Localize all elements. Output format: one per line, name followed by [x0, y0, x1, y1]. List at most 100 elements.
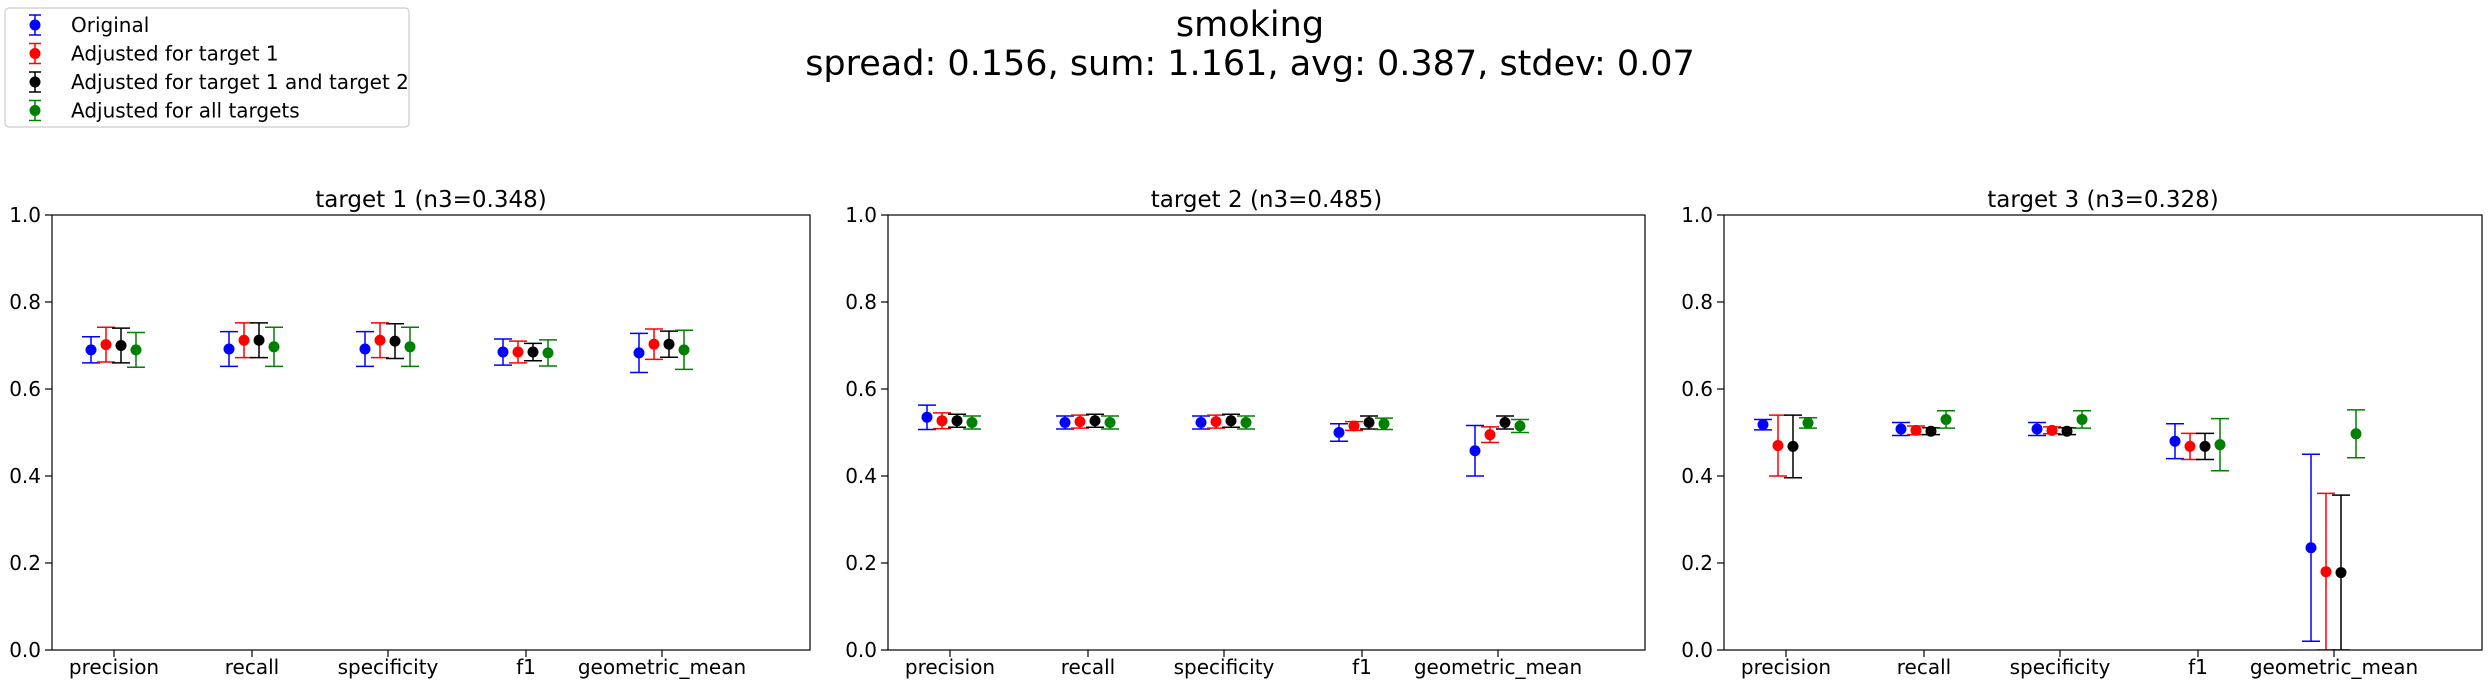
data-point [2031, 423, 2043, 435]
data-point [359, 343, 371, 355]
data-point [1240, 416, 1252, 428]
axes-frame [1723, 214, 2483, 651]
data-point [1074, 416, 1086, 428]
data-point [1363, 416, 1375, 428]
y-tick-label: 0.8 [845, 290, 877, 314]
data-point [648, 338, 660, 350]
data-point [85, 344, 97, 356]
x-tick-label: specificity [1174, 655, 1275, 679]
data-point [1348, 420, 1360, 432]
legend-label: Adjusted for target 1 and target 2 [71, 70, 409, 94]
panel-title: target 2 (n3=0.485) [1151, 187, 1382, 213]
data-point [268, 341, 280, 353]
figure-subtitle: spread: 0.156, sum: 1.161, avg: 0.387, s… [805, 44, 1695, 84]
figure-title: smoking [1176, 5, 1324, 45]
chart-panel-2: target 2 (n3=0.485) 0.0 0.2 0.4 0.6 0.8 1.0 pre… [845, 187, 1646, 679]
legend-label: Original [71, 13, 149, 37]
y-tick-label: 0.4 [1681, 464, 1713, 488]
data-point [1210, 416, 1222, 428]
data-point [633, 347, 645, 359]
data-point [238, 334, 250, 346]
data-point [1802, 417, 1814, 429]
data-point [1925, 425, 1937, 437]
data-point [1940, 413, 1952, 425]
y-tick-label: 0.2 [1681, 551, 1713, 575]
x-tick-label: geometric_mean [578, 655, 746, 679]
y-tick-label: 0.2 [845, 551, 877, 575]
plot-area [82, 322, 693, 374]
y-tick-label: 1.0 [845, 203, 877, 227]
axes-frame [887, 214, 1646, 651]
data-point [966, 416, 978, 428]
y-tick-label: 0.6 [1681, 377, 1713, 401]
plot-area [918, 404, 1529, 477]
y-tick-label: 0.4 [845, 464, 877, 488]
data-point [1333, 427, 1345, 438]
data-point [1225, 415, 1237, 427]
data-point [374, 334, 386, 346]
legend-marker [29, 76, 41, 88]
x-tick-label: geometric_mean [2250, 655, 2418, 679]
y-tick-label: 1.0 [9, 203, 41, 227]
data-point [527, 346, 539, 358]
data-point [2320, 566, 2332, 578]
x-tick-label: precision [1741, 655, 1831, 679]
x-tick-label: precision [905, 655, 995, 679]
data-point [115, 340, 127, 351]
axes-frame [51, 214, 811, 651]
data-point [497, 346, 509, 358]
y-tick-label: 0.6 [845, 377, 877, 401]
data-point [1895, 423, 1907, 435]
data-point [1772, 440, 1784, 452]
data-point [1195, 416, 1207, 428]
panel-title: target 3 (n3=0.328) [1987, 187, 2218, 213]
chart-panel-3: target 3 (n3=0.328) 0.0 0.2 0.4 0.6 0.8 1.0 pre… [1681, 187, 2483, 679]
data-point [2214, 439, 2226, 451]
data-point [1910, 424, 1922, 436]
y-tick-label: 1.0 [1681, 203, 1713, 227]
data-point [1484, 429, 1496, 441]
x-tick-label: recall [1061, 655, 1115, 679]
data-point [921, 411, 933, 423]
y-tick-label: 0.8 [9, 290, 41, 314]
y-tick-label: 0.0 [845, 638, 877, 662]
legend-marker [29, 48, 41, 59]
x-tick-label: precision [69, 655, 159, 679]
data-point [1104, 416, 1116, 428]
chart-panel-1: target 1 (n3=0.348) 0.0 0.2 0.4 0.6 0.8 1.0 pre… [9, 187, 811, 679]
x-tick-label: geometric_mean [1414, 655, 1582, 679]
panel-title: target 1 (n3=0.348) [315, 187, 546, 213]
data-point [2169, 435, 2181, 447]
y-tick-label: 0.4 [9, 464, 41, 488]
x-tick-label: f1 [1352, 655, 1372, 679]
data-point [2305, 542, 2317, 554]
x-tick-label: specificity [338, 655, 439, 679]
chart-panels: target 1 (n3=0.348) 0.0 0.2 0.4 0.6 0.8 1.0 pre… [9, 187, 2483, 679]
data-point [1378, 418, 1390, 430]
y-tick-label: 0.8 [1681, 290, 1713, 314]
x-tick-label: f1 [2188, 655, 2208, 679]
data-point [389, 335, 401, 347]
data-point [1499, 416, 1511, 428]
data-point [223, 343, 235, 355]
legend-marker [29, 105, 41, 116]
legend-item: Adjusted for all targets [29, 99, 300, 123]
legend-label: Adjusted for target 1 [71, 42, 279, 66]
data-point [1469, 445, 1481, 457]
data-point [542, 347, 554, 359]
data-point [2350, 428, 2362, 440]
data-point [1514, 420, 1526, 432]
data-point [936, 415, 948, 427]
legend-item: Adjusted for target 1 [29, 42, 279, 66]
data-point [2199, 440, 2211, 452]
x-tick-label: recall [225, 655, 279, 679]
legend: Original Adjusted for target 1 Adjusted fo… [4, 7, 410, 128]
data-point [2046, 424, 2058, 436]
legend-marker [29, 19, 41, 31]
y-tick-label: 0.0 [9, 638, 41, 662]
legend-item: Original [29, 13, 149, 37]
data-point [130, 344, 142, 356]
data-point [1787, 440, 1799, 452]
data-point [253, 334, 265, 346]
legend-label: Adjusted for all targets [71, 99, 300, 123]
